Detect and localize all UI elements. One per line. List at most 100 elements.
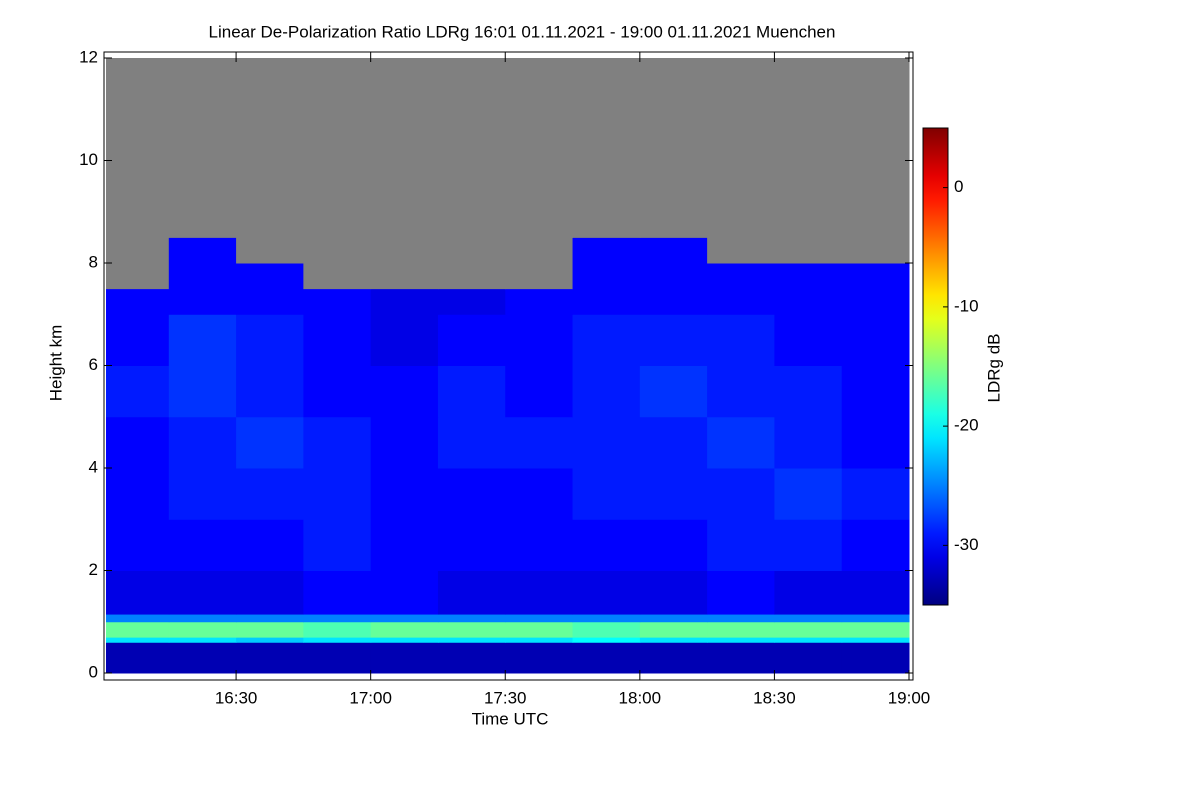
heatmap-cell [106,468,170,520]
heatmap-cell [639,365,708,418]
heatmap-cell [505,288,574,315]
heatmap-cell [774,416,843,469]
heatmap-cell [106,263,170,290]
heatmap-cell [707,637,775,643]
heatmap-cell [168,637,237,643]
heatmap-cell [168,416,237,469]
heatmap-cell [437,642,506,674]
heatmap-cell [437,621,506,638]
heatmap-cell [236,263,304,290]
heatmap-cell [106,237,170,264]
heatmap-cell [841,519,910,571]
heatmap-cell [774,365,843,418]
heatmap-cell [572,288,641,315]
heatmap-cell [303,288,372,315]
heatmap-cell [168,468,237,520]
heatmap-cell [639,288,708,315]
heatmap-cell [370,263,439,290]
heatmap-cell [168,614,237,623]
heatmap-cell [168,519,237,571]
heatmap-cell [236,314,304,366]
heatmap-cell [707,614,775,623]
heatmap-cell [774,621,843,638]
y-tick-label: 6 [89,355,98,374]
heatmap-cell [236,288,304,315]
heatmap-cell [841,642,910,674]
heatmap-cell [437,288,506,315]
heatmap-cell [236,614,304,623]
heatmap-cell [841,263,910,290]
heatmap-cell [437,314,506,366]
heatmap-cell [707,519,775,571]
heatmap-cell [168,58,237,238]
heatmap-cell [774,58,843,238]
heatmap-cell [106,570,170,615]
colorbar-tick-label: -30 [954,535,979,554]
heatmap-cell [572,637,641,643]
heatmap-cell [370,416,439,469]
heatmap-cell [505,519,574,571]
heatmap-cell [639,237,708,264]
heatmap-cell [303,58,372,238]
heatmap-cell [707,570,775,615]
heatmap-cell [505,621,574,638]
heatmap-cell [572,237,641,264]
heatmap-cell [639,637,708,643]
heatmap-cell [841,621,910,638]
heatmap-cell [505,237,574,264]
heatmap-cell [303,519,372,571]
heatmap-cell [106,314,170,366]
heatmap-cell [370,288,439,315]
heatmap-cell [236,416,304,469]
x-tick-label: 17:00 [349,688,392,707]
heatmap-cell [841,58,910,238]
heatmap-cell [370,637,439,643]
colorbar-tick-label: -20 [954,416,979,435]
heatmap-cell [168,365,237,418]
heatmap-cell [774,468,843,520]
heatmap-cell [841,637,910,643]
heatmap-cell [106,288,170,315]
heatmap-cell [505,570,574,615]
heatmap-cell [572,468,641,520]
heatmap-cell [572,570,641,615]
heatmap-cell [639,468,708,520]
heatmap-cell [303,614,372,623]
heatmap-cell [303,621,372,638]
heatmap-cell [370,614,439,623]
heatmap-cell [236,468,304,520]
heatmap-cell [707,288,775,315]
heatmap-cell [505,263,574,290]
y-tick-label: 4 [89,457,98,476]
heatmap-cell [106,519,170,571]
heatmap-cell [707,365,775,418]
heatmap-cell [236,58,304,238]
heatmap-cell [437,519,506,571]
x-tick-label: 19:00 [888,688,931,707]
heatmap-cell [370,621,439,638]
heatmap-cell [841,416,910,469]
heatmap-cell [168,314,237,366]
y-tick-label: 12 [79,47,98,66]
colorbar-tick-label: 0 [954,177,963,196]
heatmap-cell [639,58,708,238]
heatmap-cell [168,621,237,638]
heatmap-cell [437,637,506,643]
y-tick-label: 8 [89,252,98,271]
colorbar-tick-label: -10 [954,296,979,315]
heatmap-cell [437,263,506,290]
heatmap-cell [505,365,574,418]
heatmap-cell [774,642,843,674]
x-tick-label: 18:30 [753,688,796,707]
heatmap-cell [437,365,506,418]
heatmap-cell [437,468,506,520]
heatmap-cell [303,637,372,643]
x-tick-label: 18:00 [619,688,662,707]
heatmap-cell [236,642,304,674]
heatmap-cell [774,519,843,571]
heatmap-cell [841,570,910,615]
heatmap-cell [236,570,304,615]
heatmap-cell [841,237,910,264]
heatmap-cell [707,416,775,469]
heatmap-cell [370,519,439,571]
